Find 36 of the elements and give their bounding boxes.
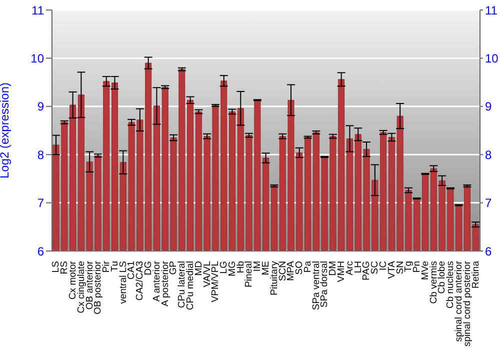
x-tick-label: Retina — [470, 260, 482, 288]
x-tick-label: Cb nucleus — [445, 260, 456, 309]
x-tick-label: Tg — [403, 261, 414, 272]
y-tick-label: 10 — [30, 51, 44, 66]
x-tick-label: IM — [252, 260, 264, 272]
y-axis-title: Log2 (expression) — [0, 82, 12, 179]
x-tick-label: A posterior — [160, 261, 171, 306]
x-tick-label: OB posterior — [92, 261, 104, 314]
x-tick-label: CPu medial — [184, 261, 196, 310]
x-tick-label: DM — [328, 260, 339, 276]
y2-tick-label: 10 — [485, 51, 499, 66]
x-tick-label: GP — [168, 261, 180, 275]
x-tick-label: IC — [378, 260, 389, 270]
y2-tick-label: 7 — [485, 196, 492, 210]
y-tick-label: 6 — [37, 244, 44, 258]
x-tick-label: VTA — [386, 260, 398, 279]
x-tick-label: Cx cingulate — [76, 261, 87, 314]
y-tick-label: 9 — [37, 100, 44, 114]
y2-tick-label: 9 — [485, 100, 492, 114]
x-tick-label: MD — [193, 260, 204, 276]
x-tick-label: MG — [226, 261, 238, 276]
y-tick-label: 11 — [32, 3, 44, 18]
x-tick-label: Pituitary — [268, 260, 280, 296]
x-tick-label: SN — [394, 260, 406, 274]
y2-tick-label: 6 — [485, 244, 492, 258]
x-tick-label: Hb — [235, 261, 246, 274]
y2-tick-label: 8 — [485, 148, 492, 162]
y2-tick-label: 11 — [485, 3, 498, 18]
x-tick-label: SCN — [277, 260, 288, 282]
y-tick-label: 7 — [37, 196, 44, 210]
x-tick-label: OB anterior — [84, 261, 96, 310]
x-tick-label: Cb lobe — [436, 261, 448, 294]
x-tick-label: SPa dorsal — [319, 261, 330, 308]
x-tick-label: Pineal — [244, 261, 255, 288]
x-tick-label: ME — [260, 261, 272, 276]
y-tick-label: 8 — [37, 148, 44, 162]
